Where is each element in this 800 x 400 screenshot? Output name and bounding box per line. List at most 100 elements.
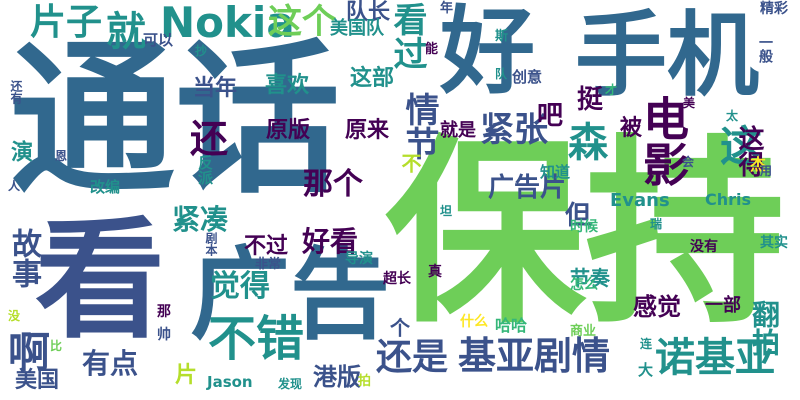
cloud-word: 有点 bbox=[82, 347, 139, 380]
cloud-word: 觉得 bbox=[210, 269, 270, 304]
cloud-word: 手机 bbox=[575, 2, 760, 109]
cloud-word: 队 bbox=[495, 67, 508, 81]
cloud-word: 会 bbox=[682, 155, 695, 169]
cloud-word: 拍 bbox=[358, 374, 372, 389]
cloud-word: 恩 bbox=[55, 149, 68, 163]
cloud-word: 哈哈 bbox=[495, 316, 528, 335]
cloud-word: 队长 bbox=[346, 0, 391, 25]
cloud-word: 不错 bbox=[208, 311, 305, 367]
cloud-word: 通话 bbox=[10, 24, 340, 216]
cloud-word: 年 bbox=[440, 1, 454, 16]
cloud-word: 就 bbox=[99, 10, 145, 50]
cloud-word: 那个 bbox=[303, 167, 363, 202]
cloud-word: 不 bbox=[398, 153, 422, 173]
cloud-word: 紧张 bbox=[480, 110, 548, 150]
cloud-word: 演 bbox=[7, 140, 32, 162]
cloud-word: 就是 bbox=[440, 120, 476, 141]
cloud-word: 啊 bbox=[8, 328, 51, 377]
cloud-word: 可以 bbox=[143, 31, 174, 49]
cloud-word: 超长 bbox=[383, 271, 411, 287]
cloud-word: 还是 bbox=[376, 337, 449, 378]
cloud-word: Jason bbox=[207, 373, 253, 391]
cloud-word: 真 bbox=[428, 264, 442, 280]
cloud-word: 发现 bbox=[278, 377, 303, 391]
cloud-word: 故事 bbox=[6, 228, 41, 288]
cloud-word: 片 bbox=[175, 363, 198, 388]
cloud-word: 反派 bbox=[196, 155, 214, 185]
cloud-word: 剧本 bbox=[204, 232, 218, 256]
cloud-word: 创意 bbox=[512, 68, 543, 86]
cloud-word: 没有 bbox=[690, 239, 718, 255]
cloud-word: Chris bbox=[705, 190, 752, 209]
cloud-word: Nokia bbox=[160, 0, 295, 47]
cloud-word: 电影 bbox=[636, 95, 690, 187]
cloud-word: 这得 bbox=[734, 125, 764, 177]
cloud-word: 好看 bbox=[302, 225, 359, 258]
cloud-word: 大 bbox=[638, 361, 654, 379]
cloud-word: 帅 bbox=[157, 327, 171, 343]
cloud-word: 情节 bbox=[399, 92, 439, 160]
cloud-word: 杰 bbox=[750, 155, 767, 174]
cloud-word: 这部 bbox=[350, 66, 395, 91]
cloud-word: 精彩 bbox=[760, 1, 788, 17]
cloud-word: 才 bbox=[605, 83, 618, 97]
cloud-word: 诺基亚 bbox=[655, 335, 775, 381]
cloud-word: 保持 bbox=[385, 118, 786, 351]
cloud-word: 那 bbox=[157, 304, 171, 320]
cloud-word: 森 bbox=[568, 120, 608, 166]
cloud-word: 导演 bbox=[345, 251, 373, 267]
cloud-word: 用 bbox=[760, 164, 773, 178]
cloud-word: 节奏 bbox=[570, 266, 610, 290]
cloud-word: 喜欢 bbox=[265, 73, 310, 98]
cloud-word: 其实 bbox=[760, 235, 788, 251]
cloud-word: 紧凑 bbox=[172, 203, 229, 236]
cloud-word: 一部 bbox=[705, 295, 741, 316]
cloud-word: 但 bbox=[565, 201, 592, 231]
cloud-word: 吧 bbox=[537, 101, 564, 131]
cloud-word: 被 bbox=[620, 116, 643, 141]
cloud-word: 美国队 bbox=[330, 18, 384, 39]
cloud-word: 怎么 bbox=[570, 277, 598, 293]
cloud-word: 时候 bbox=[570, 219, 598, 235]
cloud-word: 挺 bbox=[577, 85, 604, 115]
cloud-word: 看过 bbox=[387, 2, 427, 70]
cloud-word: 不过 bbox=[244, 234, 289, 259]
cloud-word: 没 bbox=[8, 309, 21, 323]
cloud-word: 抄 bbox=[195, 44, 208, 58]
cloud-word: 美 bbox=[683, 96, 696, 110]
cloud-word: 个 bbox=[390, 316, 410, 340]
cloud-word: 瑞 bbox=[650, 217, 663, 231]
cloud-word: 商业 bbox=[570, 324, 597, 339]
cloud-word: 基亚剧情 bbox=[458, 334, 611, 378]
cloud-word: 知道 bbox=[540, 163, 571, 181]
cloud-word: 非常 bbox=[255, 257, 282, 272]
cloud-word: 当年 bbox=[193, 76, 238, 101]
cloud-word: 坦 bbox=[440, 204, 453, 218]
cloud-word: 比 bbox=[50, 339, 63, 353]
cloud-word: 原版 bbox=[266, 118, 311, 143]
cloud-word: 斯 bbox=[495, 29, 509, 44]
cloud-word: 什么 bbox=[460, 314, 488, 330]
cloud-word: 广告 bbox=[190, 236, 390, 353]
cloud-word: 能 bbox=[425, 42, 439, 57]
cloud-word: 改编 bbox=[90, 178, 121, 196]
cloud-word: 人 bbox=[8, 179, 21, 193]
cloud-word: 片子 bbox=[30, 2, 103, 43]
cloud-word: 港版 bbox=[313, 363, 361, 391]
cloud-word: 还 bbox=[190, 117, 229, 161]
cloud-word: 翻拍 bbox=[748, 300, 781, 356]
cloud-word: 看 bbox=[35, 204, 166, 356]
cloud-word: 太 bbox=[726, 109, 739, 123]
cloud-word: 还有 bbox=[9, 80, 23, 104]
cloud-word: 这个 bbox=[268, 2, 336, 42]
cloud-word: 原来 bbox=[345, 118, 390, 143]
cloud-word: 美国 bbox=[15, 368, 60, 393]
cloud-word: Evans bbox=[610, 190, 670, 211]
cloud-word: 连 bbox=[640, 337, 653, 351]
cloud-word: 广告片 bbox=[488, 173, 567, 203]
cloud-word: 这 bbox=[720, 122, 763, 171]
cloud-word: 感觉 bbox=[633, 293, 681, 321]
cloud-word: 好 bbox=[440, 0, 536, 107]
cloud-word: 一般 bbox=[757, 35, 773, 63]
